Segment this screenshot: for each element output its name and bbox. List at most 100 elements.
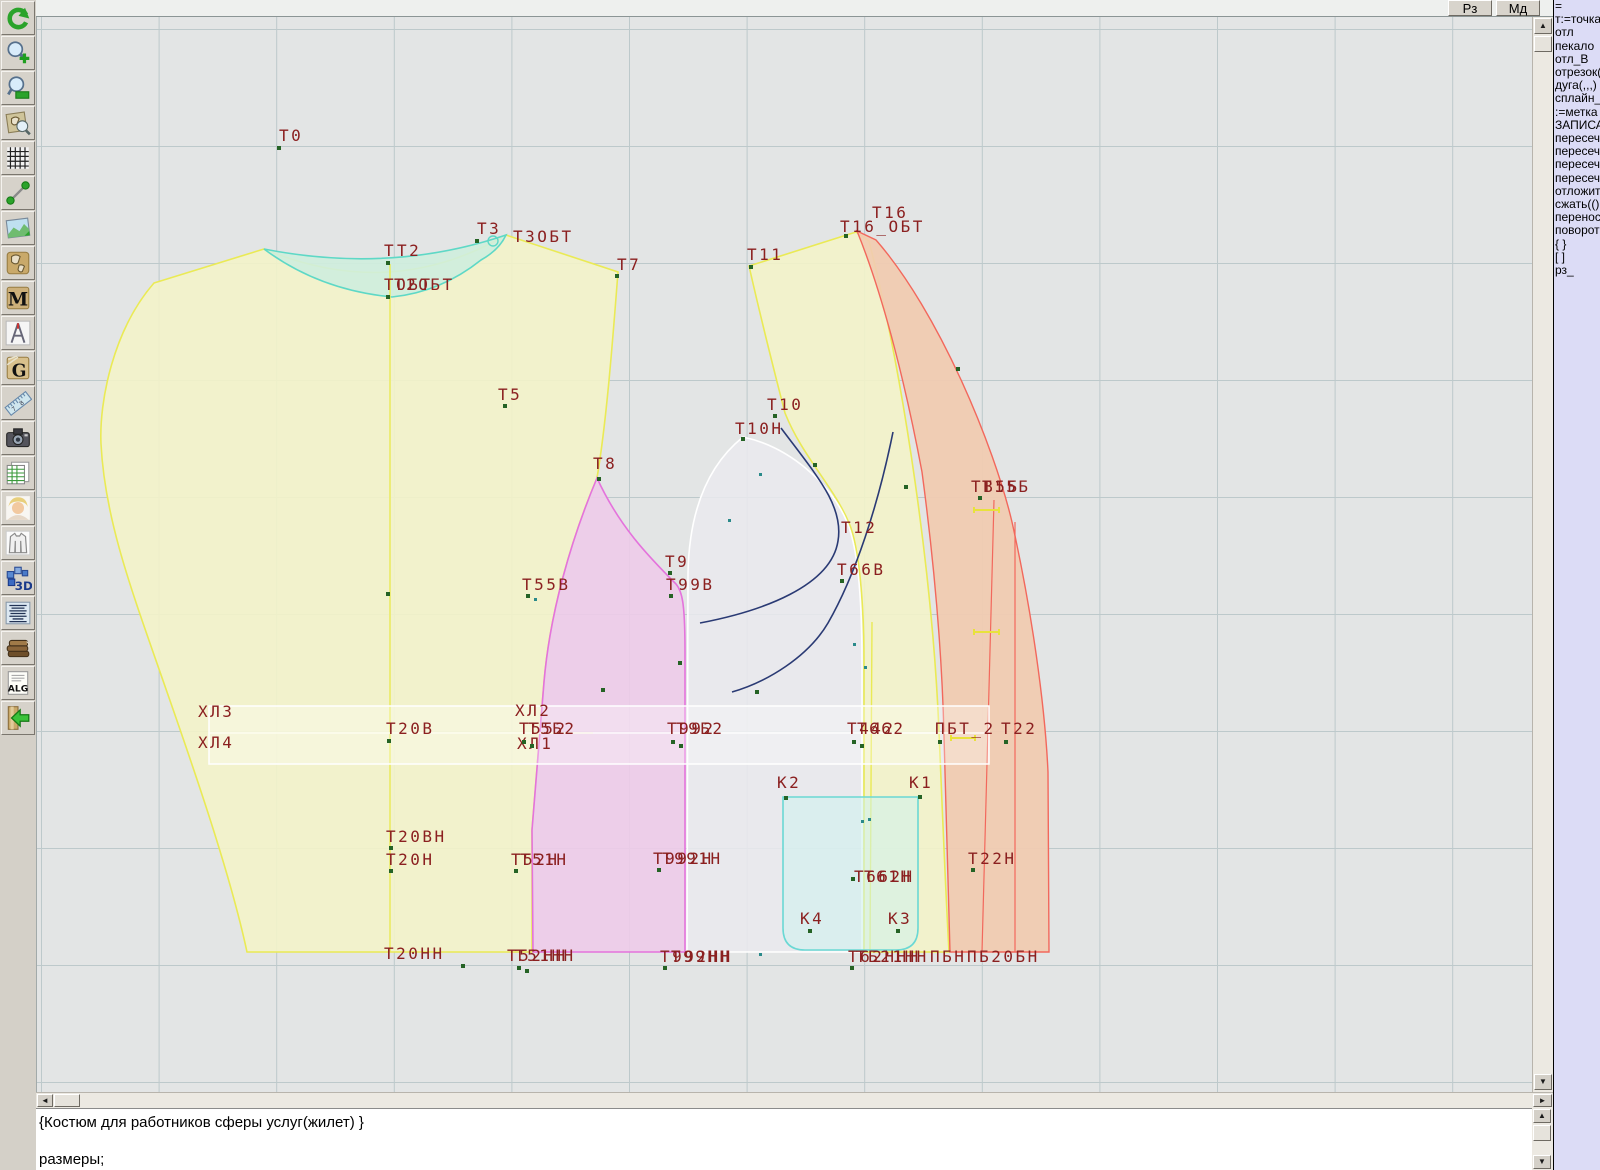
toolbar: M G 7 8 3D ALG (0, 0, 37, 1170)
command-item[interactable]: отл_В (1555, 51, 1589, 66)
toolbar-button-exit-icon[interactable] (1, 701, 35, 735)
grid-icon (7, 147, 29, 169)
scroll-down-button[interactable]: ▼ (1534, 1074, 1552, 1090)
horizontal-scrollbar[interactable]: ◄ ► (36, 1092, 1553, 1108)
command-item[interactable]: т:=точка (1555, 12, 1600, 27)
vertical-scrollbar[interactable]: ▲ ▼ (1532, 17, 1553, 1092)
editor-scrollbar[interactable]: ▲ ▼ (1532, 1108, 1553, 1170)
armhole-curve-1 (699, 427, 840, 624)
scroll-up-button[interactable]: ▲ (1534, 18, 1552, 34)
ruler-icon: 78 (4, 390, 32, 416)
measure-icon (6, 181, 30, 205)
hip-band (208, 705, 990, 765)
toolbar-button-compass-icon[interactable] (1, 316, 35, 350)
scroll-right-button[interactable]: ► (1533, 1094, 1552, 1107)
toolbar-button-measure-icon[interactable] (1, 176, 35, 210)
top-bar: Рз Мд (36, 0, 1553, 17)
command-item[interactable]: отрезок( (1555, 65, 1600, 80)
garment-icon (5, 530, 31, 556)
command-item[interactable]: сплайн_ (1555, 91, 1600, 106)
toolbar-button-books-icon[interactable] (1, 631, 35, 665)
notch-marks (950, 507, 1000, 741)
command-item[interactable]: пекало (1555, 38, 1595, 53)
toolbar-button-alg-icon[interactable]: ALG (1, 666, 35, 700)
pattern-m-icon: M (6, 286, 30, 311)
command-item[interactable]: { } (1555, 236, 1567, 251)
command-item[interactable]: отложит (1555, 183, 1600, 198)
command-item[interactable]: сжать(() (1555, 197, 1600, 212)
pattern-g-icon: G (6, 355, 30, 382)
patterns-icon (6, 251, 30, 275)
alg-icon: ALG (7, 671, 29, 695)
exit-icon (7, 706, 30, 730)
svg-text:ALG: ALG (8, 685, 28, 695)
editor-scroll-down[interactable]: ▼ (1533, 1155, 1551, 1169)
vscroll-thumb[interactable] (1534, 36, 1552, 52)
sheet-zoom-icon (5, 111, 31, 136)
toolbar-button-sheet-zoom-icon[interactable] (1, 106, 35, 140)
program-text-editor[interactable]: {Костюм для работников сферы услуг(жилет… (36, 1108, 1532, 1170)
drawing-area[interactable]: Т0 Т3 Т3ОБТ Т Т2 Т7 ТОБТ Т2ОБТ Т16 Т16_ОБТ Т11 Т5 Т1… (36, 17, 1532, 1092)
command-item[interactable]: пересеч (1555, 157, 1600, 172)
pocket-piece[interactable] (782, 796, 919, 951)
list-icon (5, 601, 31, 625)
undo-icon (7, 7, 30, 30)
side-panel-piece[interactable] (531, 476, 686, 953)
md-button[interactable]: Мд (1496, 0, 1540, 16)
toolbar-button-camera-icon[interactable] (1, 421, 35, 455)
command-item[interactable]: пересеч (1555, 170, 1600, 185)
toolbar-button-grid-icon[interactable] (1, 141, 35, 175)
command-item[interactable]: :=метка (1555, 104, 1598, 119)
command-item[interactable]: дуга(,,,) (1555, 78, 1597, 93)
hscroll-thumb[interactable] (54, 1094, 80, 1107)
svg-text:M: M (8, 290, 28, 311)
collar-piece[interactable] (263, 233, 508, 298)
editor-scroll-up[interactable]: ▲ (1533, 1109, 1551, 1123)
overlay-inner-line-1 (981, 499, 995, 953)
toolbar-button-portrait-icon[interactable] (1, 491, 35, 525)
svg-text:G: G (12, 362, 27, 382)
toolbar-button-pattern-g-icon[interactable]: G (1, 351, 35, 385)
editor-line-2: размеры; (39, 1151, 105, 1168)
pattern-canvas[interactable] (37, 17, 1532, 1092)
image-icon (5, 217, 31, 239)
toolbar-button-zoom-in-icon[interactable] (1, 36, 35, 70)
zoom-tray-icon (7, 76, 30, 99)
command-item[interactable]: поворот (1555, 223, 1600, 238)
books-icon (6, 639, 30, 658)
svg-text:3D: 3D (15, 579, 32, 592)
armhole-curve-2 (731, 431, 894, 693)
command-item[interactable]: пересеч (1555, 144, 1600, 159)
toolbar-button-table-icon[interactable] (1, 456, 35, 490)
toolbar-button-pattern-m-icon[interactable]: M (1, 281, 35, 315)
portrait-icon (6, 496, 30, 520)
command-item[interactable]: = (1555, 0, 1563, 13)
table-icon (6, 461, 30, 485)
command-item[interactable]: отл (1555, 25, 1574, 40)
toolbar-button-list-icon[interactable] (1, 596, 35, 630)
toolbar-button-zoom-tray-icon[interactable] (1, 71, 35, 105)
command-item[interactable]: рз_ (1555, 263, 1574, 278)
toolbar-button-garment-icon[interactable] (1, 526, 35, 560)
collar-curl (487, 235, 499, 247)
svg-text:7: 7 (11, 405, 18, 413)
command-panel[interactable]: = т:=точка отл пекало отл_В отрезок(дуга(,,,)… (1553, 0, 1600, 1170)
scroll-left-button[interactable]: ◄ (37, 1094, 53, 1107)
toolbar-button-image-icon[interactable] (1, 211, 35, 245)
command-item[interactable]: ЗАПИСА (1555, 117, 1600, 132)
back-piece[interactable] (748, 231, 950, 953)
compass-icon (5, 320, 31, 346)
editor-scroll-thumb[interactable] (1533, 1125, 1551, 1141)
rz-button[interactable]: Рз (1448, 0, 1492, 16)
overlay-piece[interactable] (855, 229, 1050, 953)
toolbar-button-patterns-icon[interactable] (1, 246, 35, 280)
command-item[interactable]: перенос (1555, 210, 1600, 225)
camera-icon (6, 428, 30, 448)
command-item[interactable]: [ ] (1555, 249, 1566, 264)
command-item[interactable]: пересеч (1555, 131, 1600, 146)
toolbar-button-undo-icon[interactable] (1, 1, 35, 35)
toolbar-button-threed-icon[interactable]: 3D (1, 561, 35, 595)
editor-line-1: {Костюм для работников сферы услуг(жилет… (39, 1114, 364, 1131)
